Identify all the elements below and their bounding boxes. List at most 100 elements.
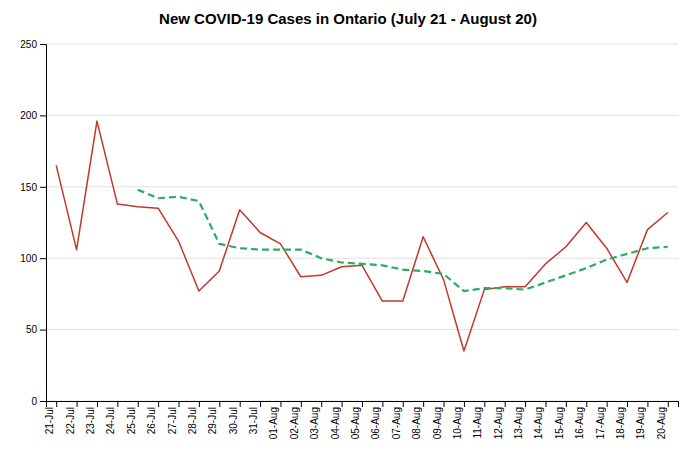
x-tick-mark [586, 401, 587, 407]
x-tick: 09-Aug [432, 401, 445, 439]
y-tick-label: 250 [20, 39, 37, 50]
y-tick-label: 200 [20, 110, 37, 121]
x-tick-label: 22-Jul [65, 407, 76, 434]
x-tick-label: 05-Aug [350, 407, 361, 439]
x-tick: 28-Jul [187, 401, 200, 434]
y-tick-label: 50 [26, 324, 38, 335]
x-tick-label: 19-Aug [635, 407, 646, 439]
x-tick-mark [117, 401, 118, 407]
x-tick-mark [362, 401, 363, 407]
x-tick-mark [56, 401, 57, 407]
x-tick-mark [179, 401, 180, 407]
x-tick: 01-Aug [268, 401, 281, 439]
grid-line [46, 329, 678, 330]
x-tick-label: 02-Aug [289, 407, 300, 439]
x-tick: 18-Aug [615, 401, 628, 439]
x-tick: 20-Aug [656, 401, 669, 439]
x-tick: 17-Aug [595, 401, 608, 439]
x-tick: 14-Aug [533, 401, 546, 439]
x-tick-mark [566, 401, 567, 407]
x-tick-label: 12-Aug [493, 407, 504, 439]
y-tick-mark [40, 330, 46, 331]
y-axis: 0 50 100 150 200 250 [20, 39, 46, 407]
y-axis-line [40, 45, 47, 402]
grid-line [46, 44, 678, 45]
x-tick-mark [199, 401, 200, 407]
y-tick-label: 150 [20, 182, 37, 193]
x-tick-mark [464, 401, 465, 407]
y-tick: 200 [20, 110, 46, 121]
x-tick-label: 25-Jul [126, 407, 137, 434]
x-tick: 21-Jul [44, 401, 57, 434]
x-tick-mark [444, 401, 445, 407]
x-tick-mark [219, 401, 220, 407]
x-tick: 12-Aug [493, 401, 506, 439]
y-tick-mark [40, 401, 46, 402]
x-tick: 23-Jul [85, 401, 98, 434]
x-tick: 22-Jul [65, 401, 78, 434]
x-tick-mark [484, 401, 485, 407]
title: New COVID-19 Cases in Ontario (July 21 -… [159, 10, 537, 27]
y-tick: 50 [26, 324, 46, 335]
x-tick-mark [545, 401, 546, 407]
y-tick-label: 100 [20, 253, 37, 264]
x-tick-mark [647, 401, 648, 407]
x-tick-label: 15-Aug [554, 407, 565, 439]
x-tick: 06-Aug [370, 401, 383, 439]
x-tick-label: 01-Aug [268, 407, 279, 439]
x-tick-mark [97, 401, 98, 407]
x-tick-mark [321, 401, 322, 407]
x-tick-label: 03-Aug [309, 407, 320, 439]
x-tick: 29-Jul [207, 401, 220, 434]
x-tick-label: 08-Aug [411, 407, 422, 439]
y-tick-mark [40, 115, 46, 116]
x-tick: 26-Jul [146, 401, 159, 434]
x-tick-mark [403, 401, 404, 407]
x-tick: 27-Jul [167, 401, 180, 434]
x-tick-mark [158, 401, 159, 407]
x-tick-label: 20-Aug [656, 407, 667, 439]
x-tick: 24-Jul [105, 401, 118, 434]
lines [56, 121, 668, 351]
y-tick-label: 0 [31, 396, 37, 407]
plot: 05010015020025021-Jul22-Jul23-Jul24-Jul2… [20, 39, 678, 440]
x-axis-line [47, 402, 679, 408]
x-tick: 25-Jul [126, 401, 139, 434]
x-tick: 03-Aug [309, 401, 322, 439]
x-tick-label: 24-Jul [105, 407, 116, 434]
x-tick: 15-Aug [554, 401, 567, 439]
grid-line [46, 186, 678, 187]
x-tick-mark [240, 401, 241, 407]
x-tick: 07-Aug [391, 401, 404, 439]
chart: New COVID-19 Cases in Ontario (July 21 -… [0, 0, 696, 463]
x-tick: 13-Aug [513, 401, 526, 439]
x-tick: 04-Aug [330, 401, 343, 439]
x-tick-mark [280, 401, 281, 407]
x-tick-label: 29-Jul [207, 407, 218, 434]
x-tick-mark [505, 401, 506, 407]
y-tick-mark [40, 44, 46, 45]
x-tick-mark [301, 401, 302, 407]
x-axis: 21-Jul 22-Jul 23-Jul 24-Jul 25-Jul 26-Jul 27-J… [44, 401, 678, 439]
series-line [138, 190, 668, 291]
x-tick-label: 14-Aug [533, 407, 544, 439]
x-tick-label: 10-Aug [452, 407, 463, 439]
x-tick-label: 17-Aug [595, 407, 606, 439]
x-tick-mark [668, 401, 669, 407]
x-tick-mark [627, 401, 628, 407]
x-tick-label: 09-Aug [432, 407, 443, 439]
x-tick-label: 04-Aug [330, 407, 341, 439]
x-tick-label: 21-Jul [44, 407, 55, 434]
y-tick: 150 [20, 182, 46, 193]
x-tick-mark [423, 401, 424, 407]
x-tick-label: 27-Jul [167, 407, 178, 434]
x-tick: 30-Jul [228, 401, 241, 434]
x-tick-label: 06-Aug [370, 407, 381, 439]
x-tick: 05-Aug [350, 401, 363, 439]
y-tick: 100 [20, 253, 46, 264]
x-tick: 10-Aug [452, 401, 465, 439]
y-tick: 0 [31, 396, 46, 407]
x-tick: 11-Aug [472, 401, 485, 439]
x-tick-mark [260, 401, 261, 407]
x-tick-label: 18-Aug [615, 407, 626, 439]
